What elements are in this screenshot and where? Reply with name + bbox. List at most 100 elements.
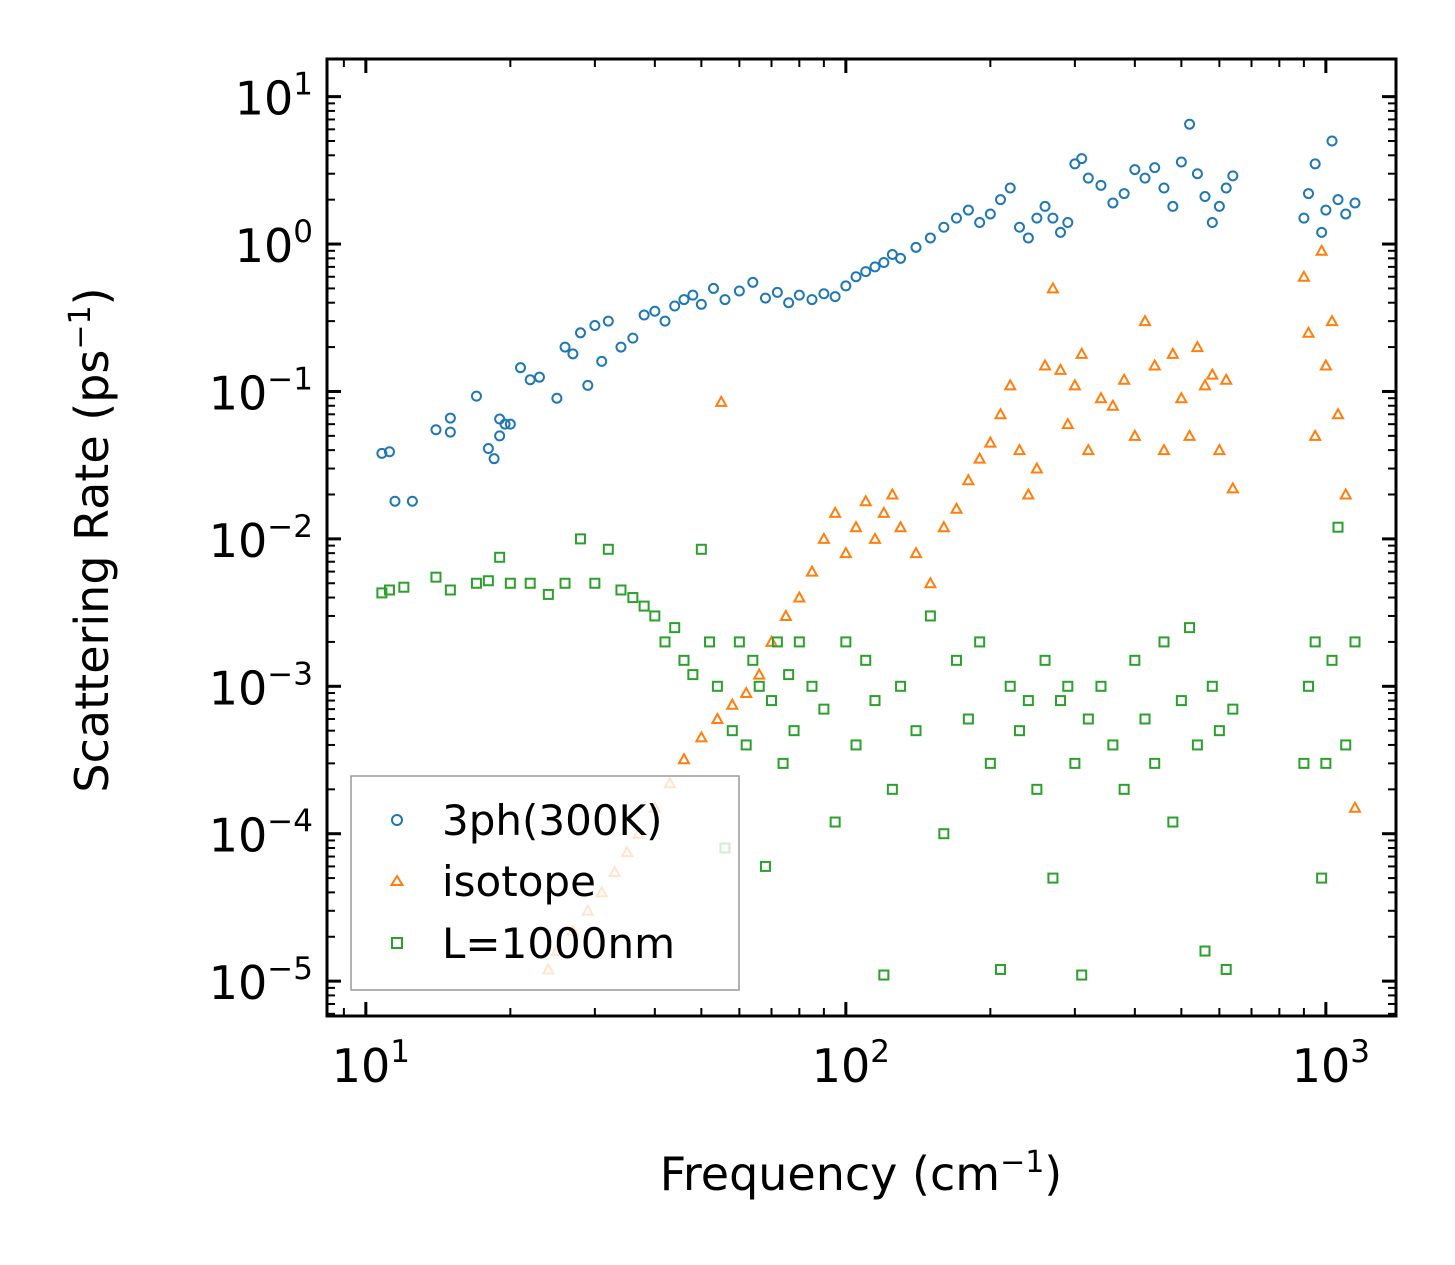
point-boundary-81 (1213, 725, 1225, 737)
point-boundary-33 (765, 695, 777, 707)
point-isotope-50 (1106, 398, 1120, 411)
point-isotope-38 (1003, 378, 1017, 391)
legend: 3ph(300K) isotope L=1000nm (350, 775, 740, 991)
point-isotope-60 (1198, 378, 1212, 391)
legend-marker-isotope (389, 874, 405, 886)
point-isotope-66 (1301, 325, 1316, 338)
point-3ph-40 (783, 297, 795, 309)
point-3ph-58 (984, 208, 996, 220)
point-boundary-22 (687, 669, 699, 681)
point-boundary-5 (470, 577, 482, 589)
point-isotope-25 (859, 494, 873, 507)
point-boundary-12 (574, 533, 586, 545)
legend-marker-3ph (391, 814, 403, 826)
point-isotope-13 (714, 394, 728, 407)
point-3ph-38 (759, 292, 771, 304)
point-boundary-68 (1095, 680, 1107, 692)
point-3ph-80 (1184, 118, 1196, 130)
point-boundary-79 (1199, 945, 1211, 957)
point-boundary-49 (910, 725, 922, 737)
point-isotope-54 (1148, 358, 1162, 371)
point-3ph-47 (860, 266, 872, 278)
point-3ph-11 (494, 430, 506, 442)
point-boundary-34 (771, 636, 783, 648)
point-boundary-16 (627, 592, 639, 604)
point-3ph-14 (515, 362, 527, 374)
point-3ph-74 (1129, 164, 1141, 176)
y-axis-title-text: Scattering Rate (ps (65, 350, 119, 793)
point-boundary-39 (806, 680, 818, 692)
point-3ph-75 (1139, 172, 1151, 184)
y-tick-label-2: 10−1 (209, 361, 313, 420)
point-3ph-64 (1039, 200, 1051, 212)
y-axis-title: Scattering Rate (ps−1) (63, 287, 119, 792)
point-boundary-65 (1069, 757, 1081, 769)
point-isotope-29 (893, 520, 908, 533)
point-boundary-57 (1004, 680, 1016, 692)
point-3ph-88 (1302, 188, 1314, 200)
point-isotope-10 (677, 752, 691, 765)
point-3ph-8 (482, 443, 494, 455)
x-axis-title: Frequency (cm−1) (660, 1145, 1063, 1201)
point-3ph-5 (444, 412, 456, 424)
point-boundary-31 (753, 680, 765, 692)
x-axis-title-end: ) (1044, 1147, 1062, 1201)
point-boundary-27 (726, 725, 738, 737)
point-3ph-24 (602, 315, 614, 327)
point-boundary-38 (793, 636, 805, 648)
point-boundary-19 (659, 636, 671, 648)
point-boundary-18 (649, 610, 661, 622)
point-boundary-29 (740, 739, 752, 751)
point-boundary-9 (524, 577, 536, 589)
point-3ph-87 (1298, 212, 1310, 224)
point-3ph-16 (533, 371, 545, 383)
point-boundary-88 (1320, 757, 1332, 769)
point-3ph-43 (818, 288, 830, 300)
point-boundary-28 (733, 636, 745, 648)
point-3ph-3 (406, 495, 418, 507)
y-tick-label-6: 10−5 (209, 951, 313, 1010)
point-3ph-78 (1167, 200, 1179, 212)
point-isotope-22 (828, 505, 842, 518)
point-3ph-66 (1054, 226, 1066, 238)
point-3ph-52 (910, 241, 922, 253)
point-3ph-86 (1227, 170, 1239, 182)
point-boundary-42 (840, 636, 852, 648)
point-3ph-77 (1158, 182, 1170, 194)
point-isotope-37 (993, 407, 1008, 420)
point-3ph-67 (1062, 217, 1074, 229)
point-isotope-36 (983, 435, 998, 448)
point-boundary-13 (589, 577, 601, 589)
point-isotope-45 (1061, 417, 1075, 430)
point-isotope-51 (1117, 372, 1131, 385)
point-3ph-12 (499, 418, 511, 430)
point-3ph-63 (1031, 212, 1043, 224)
point-isotope-70 (1325, 314, 1339, 327)
point-isotope-44 (1053, 362, 1068, 375)
point-boundary-1 (383, 584, 395, 596)
point-3ph-56 (962, 204, 974, 216)
point-boundary-73 (1149, 757, 1161, 769)
point-3ph-34 (708, 282, 720, 294)
point-3ph-89 (1309, 158, 1321, 170)
point-isotope-47 (1075, 346, 1089, 359)
point-boundary-72 (1139, 713, 1151, 725)
point-boundary-71 (1129, 654, 1141, 666)
point-3ph-73 (1118, 188, 1130, 200)
point-boundary-50 (924, 610, 936, 622)
point-3ph-36 (733, 285, 745, 297)
point-isotope-72 (1339, 487, 1353, 500)
point-3ph-18 (559, 341, 571, 353)
point-boundary-52 (950, 654, 962, 666)
legend-marker-boundary (391, 937, 403, 949)
point-boundary-70 (1118, 783, 1130, 795)
y-tick-label-0: 101 (235, 67, 313, 126)
x-tick-label-2: 103 (1292, 1034, 1370, 1093)
point-boundary-48 (895, 680, 907, 692)
point-isotope-27 (877, 505, 891, 518)
y-tick-label-1: 100 (235, 214, 313, 273)
point-boundary-90 (1332, 521, 1344, 533)
point-boundary-8 (504, 577, 516, 589)
point-3ph-41 (793, 289, 805, 301)
point-boundary-64 (1062, 680, 1074, 692)
